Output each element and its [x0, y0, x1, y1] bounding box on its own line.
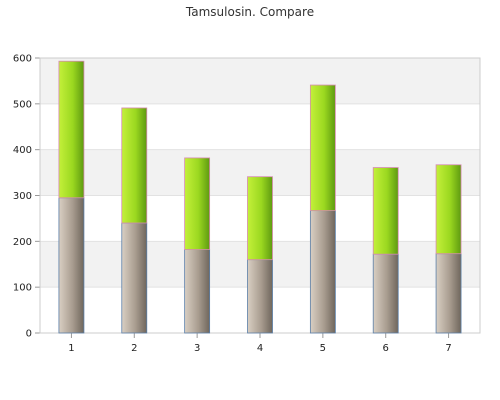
x-tick-label: 2: [131, 343, 137, 354]
bar-segment-1-4: [247, 259, 273, 334]
x-tick-label: 7: [445, 343, 451, 354]
grid-band: [40, 58, 480, 104]
y-tick-label: 300: [13, 191, 32, 202]
bar-segment-1-5: [309, 210, 336, 334]
y-tick-label: 500: [13, 99, 32, 110]
bar-segment-2-1: [58, 60, 85, 199]
bar-segment-2-4: [247, 176, 273, 261]
bar-segment-2-3: [184, 157, 211, 250]
bar-segment-2-2: [121, 107, 148, 224]
x-tick-label: 1: [68, 343, 74, 354]
bar-segment-1-1: [58, 197, 85, 334]
bar-segment-1-7: [435, 253, 462, 334]
chart-title: Tamsulosin. Compare: [185, 5, 315, 19]
y-tick-label: 600: [13, 54, 32, 65]
y-tick-label: 200: [13, 237, 32, 248]
y-tick-label: 100: [13, 283, 32, 294]
y-tick-label: 400: [13, 145, 32, 156]
x-tick-label: 6: [383, 343, 389, 354]
bar-segment-2-7: [435, 164, 462, 255]
x-tick-label: 5: [320, 343, 326, 354]
bar-segment-2-6: [372, 167, 399, 255]
x-tick-label: 3: [194, 343, 200, 354]
y-tick-label: 0: [26, 329, 32, 340]
bar-segment-1-2: [121, 222, 148, 334]
bar-segment-1-6: [372, 253, 399, 334]
bar-segment-1-3: [184, 249, 211, 334]
bar-segment-2-5: [309, 84, 336, 212]
x-tick-label: 4: [257, 343, 263, 354]
